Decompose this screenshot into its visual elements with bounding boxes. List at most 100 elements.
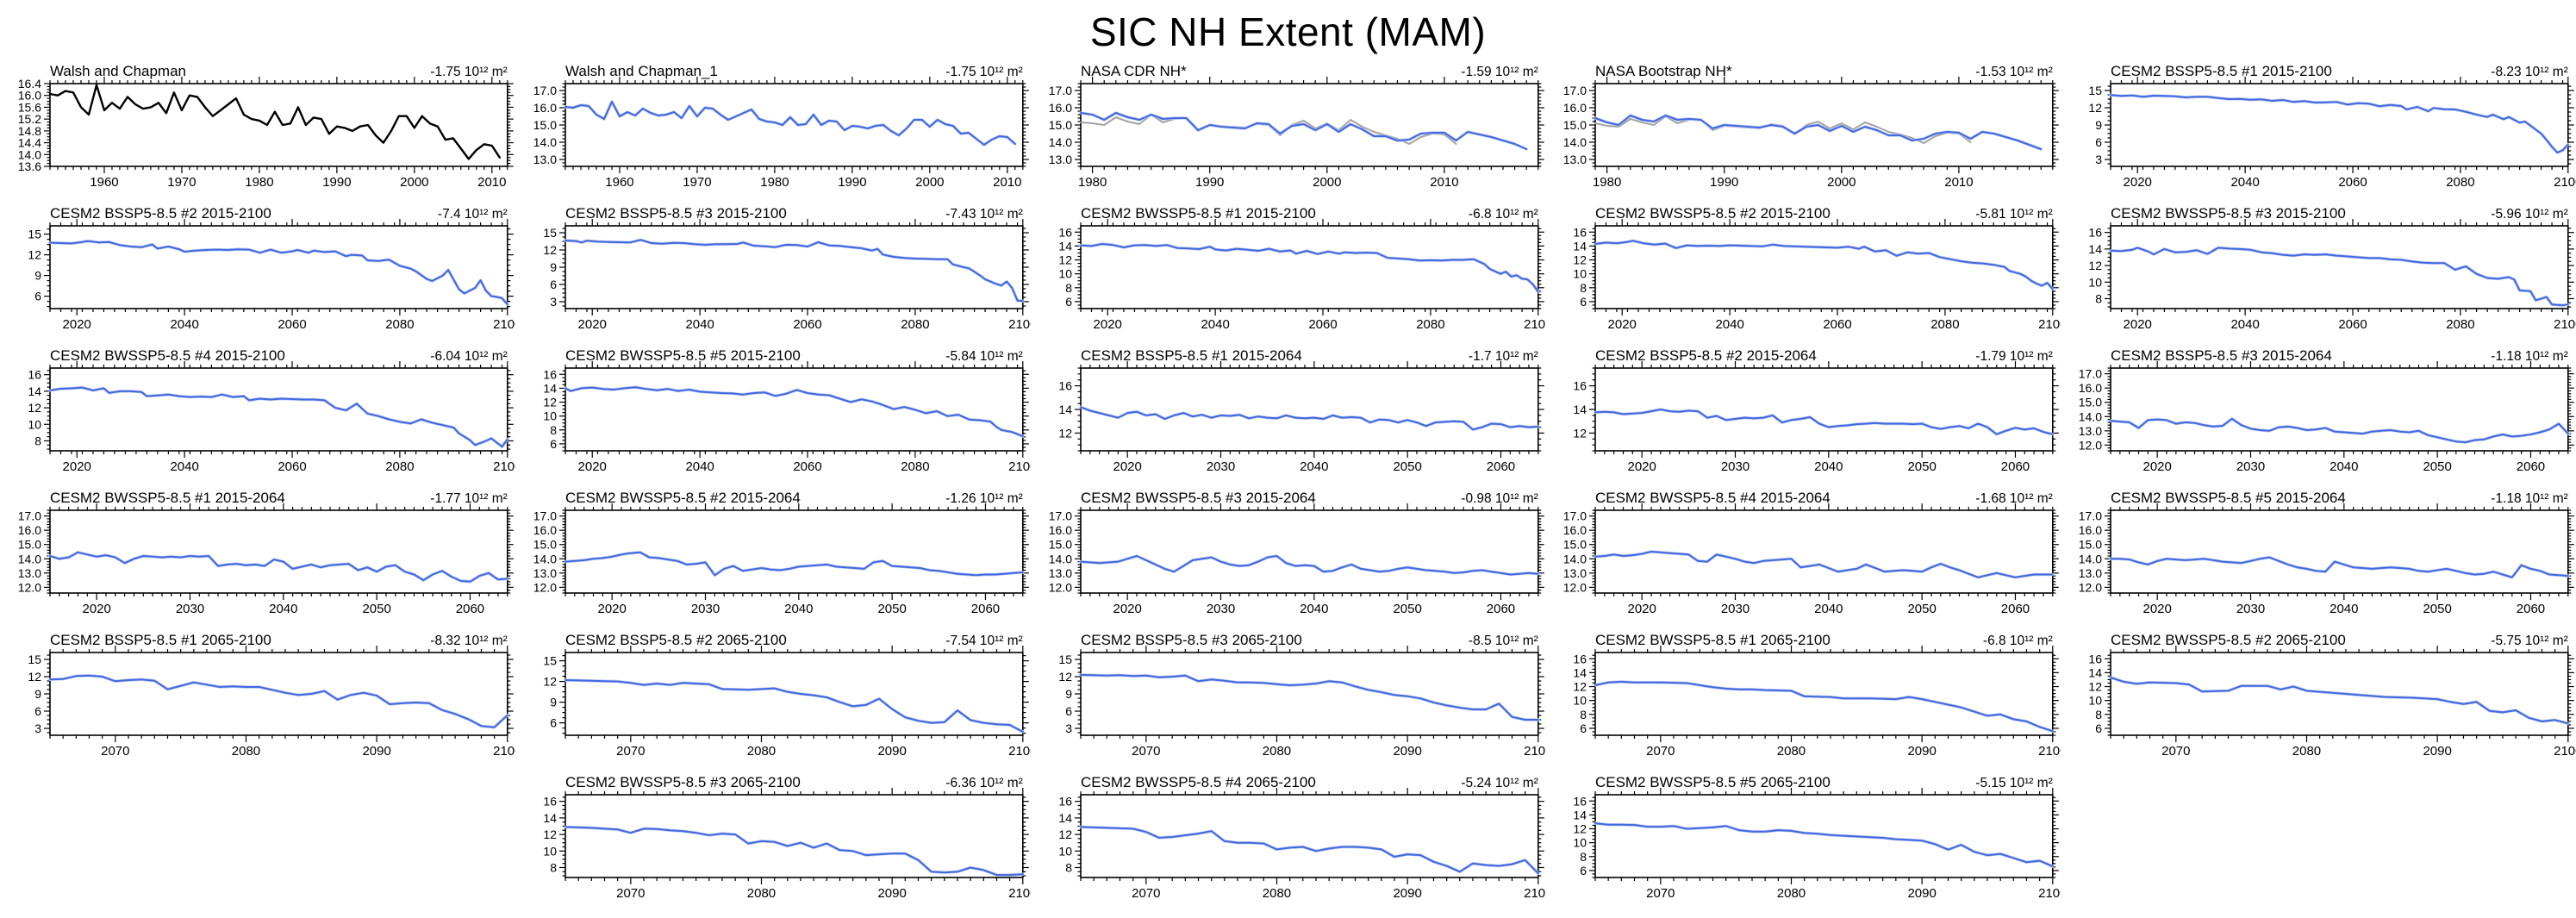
y-axis-tick-label: 13.0 bbox=[1563, 153, 1587, 166]
x-axis-tick-label: 2100 bbox=[2039, 317, 2061, 332]
y-axis-tick-label: 16.0 bbox=[1048, 101, 1071, 115]
x-axis-tick-label: 2080 bbox=[747, 886, 776, 901]
x-axis-tick-label: 2100 bbox=[493, 459, 515, 474]
chart-panel: NASA Bootstrap NH* -1.53 10¹² m² 13.0 14.0 1… bbox=[1545, 60, 2061, 203]
x-axis-tick-label: 2020 bbox=[597, 602, 626, 616]
x-axis-tick-label: 2070 bbox=[616, 744, 645, 759]
y-axis-tick-label: 9 bbox=[550, 260, 557, 274]
y-axis-tick-label: 12 bbox=[1574, 822, 1587, 836]
y-axis-tick-label: 8 bbox=[1581, 850, 1587, 864]
trend-value: -5.75 10¹² m² bbox=[2491, 634, 2568, 648]
y-axis-tick-label: 12.0 bbox=[18, 580, 41, 594]
y-axis-tick-label: 16.4 bbox=[18, 77, 41, 91]
x-axis-tick-label: 2010 bbox=[477, 175, 506, 190]
plot-frame bbox=[2110, 83, 2569, 167]
y-axis-tick-label: 15.0 bbox=[1563, 538, 1587, 552]
x-axis-tick-label: 2080 bbox=[1777, 744, 1806, 759]
y-axis-tick-label: 6 bbox=[550, 437, 557, 451]
trend-value: -1.26 10¹² m² bbox=[945, 491, 1023, 506]
x-axis-tick-label: 2050 bbox=[877, 602, 906, 616]
data-line bbox=[1079, 112, 1527, 150]
y-axis-tick-label: 12.0 bbox=[533, 580, 557, 594]
x-axis-tick-label: 2080 bbox=[1262, 886, 1290, 901]
trend-value: -7.54 10¹² m² bbox=[945, 634, 1023, 648]
trend-value: -1.59 10¹² m² bbox=[1461, 65, 1538, 79]
y-axis-tick-label: 17.0 bbox=[2079, 509, 2102, 523]
y-axis-tick-label: 14.0 bbox=[1563, 552, 1587, 565]
y-axis-tick-label: 16.0 bbox=[1048, 523, 1071, 537]
y-axis-tick-label: 14.0 bbox=[1048, 552, 1071, 565]
chart-panel: CESM2 BWSSP5-8.5 #4 2015-2064 -1.68 10¹² … bbox=[1545, 487, 2061, 629]
chart-canvas: CESM2 BWSSP5-8.5 #4 2015-2064 -1.68 10¹² … bbox=[1563, 490, 2060, 616]
y-axis-tick-label: 14 bbox=[1574, 665, 1587, 679]
trend-value: -8.32 10¹² m² bbox=[430, 634, 508, 648]
y-axis-tick-label: 16.0 bbox=[1563, 101, 1587, 115]
page-title: SIC NH Extent (MAM) bbox=[1089, 9, 1487, 54]
data-line bbox=[564, 239, 1024, 303]
plot-frame bbox=[1079, 794, 1539, 878]
y-axis-tick-label: 14.8 bbox=[18, 124, 41, 138]
y-axis-tick-label: 14.0 bbox=[2079, 409, 2102, 423]
x-axis-tick-label: 2070 bbox=[616, 886, 645, 901]
chart-canvas: CESM2 BWSSP5-8.5 #4 2015-2100 -6.04 10¹² … bbox=[28, 347, 521, 474]
y-axis-tick-label: 16.0 bbox=[533, 523, 557, 537]
x-axis-tick-label: 2100 bbox=[2554, 744, 2576, 759]
x-axis-tick-label: 2020 bbox=[1113, 459, 1141, 474]
data-line bbox=[564, 679, 1024, 733]
y-axis-tick-label: 16.0 bbox=[2079, 381, 2102, 395]
x-axis-tick-label: 2100 bbox=[1008, 317, 1031, 332]
x-axis-tick-label: 2100 bbox=[2039, 886, 2061, 901]
data-line bbox=[48, 386, 508, 448]
y-axis-tick-label: 6 bbox=[2095, 721, 2102, 735]
x-axis-tick-label: 1970 bbox=[683, 175, 711, 190]
x-axis-tick-label: 2030 bbox=[176, 602, 204, 616]
x-axis-tick-label: 2060 bbox=[2517, 602, 2545, 616]
chart-title: CESM2 BWSSP5-8.5 #4 2015-2100 bbox=[50, 347, 285, 364]
chart-title: CESM2 BWSSP5-8.5 #4 2015-2064 bbox=[1595, 490, 1831, 506]
x-axis-tick-label: 2080 bbox=[2292, 744, 2321, 759]
chart-canvas: CESM2 BSSP5-8.5 #1 2015-2064 -1.7 10¹² m²… bbox=[1058, 347, 1544, 474]
plot-frame bbox=[1079, 509, 1539, 594]
y-axis-tick-label: 10 bbox=[2089, 275, 2103, 289]
y-axis-tick-label: 14 bbox=[2089, 665, 2103, 679]
plot-frame bbox=[1594, 794, 2054, 878]
y-axis-tick-label: 10 bbox=[1058, 267, 1072, 281]
y-axis-tick-label: 14.0 bbox=[18, 552, 41, 565]
x-axis-tick-label: 1990 bbox=[1710, 175, 1738, 190]
x-axis-tick-label: 2060 bbox=[2001, 602, 2030, 616]
chart-title: Walsh and Chapman bbox=[50, 63, 186, 79]
trend-value: -1.53 10¹² m² bbox=[1976, 65, 2054, 79]
chart-title: CESM2 BWSSP5-8.5 #3 2065-2100 bbox=[565, 774, 801, 790]
chart-canvas: CESM2 BWSSP5-8.5 #3 2015-2100 -5.96 10¹² … bbox=[2089, 205, 2576, 332]
trend-value: -0.98 10¹² m² bbox=[1461, 491, 1538, 506]
chart-title: Walsh and Chapman_1 bbox=[565, 63, 718, 79]
chart-canvas: CESM2 BWSSP5-8.5 #4 2065-2100 -5.24 10¹² … bbox=[1058, 774, 1552, 901]
x-axis-tick-label: 2060 bbox=[793, 459, 821, 474]
data-line-halo bbox=[48, 674, 509, 729]
y-axis-tick-label: 14 bbox=[1058, 403, 1072, 416]
x-axis-tick-label: 2100 bbox=[493, 744, 515, 759]
plot-frame bbox=[564, 794, 1024, 878]
chart-panel: CESM2 BWSSP5-8.5 #1 2065-2100 -6.8 10¹² m… bbox=[1545, 629, 2068, 771]
x-axis-tick-label: 2010 bbox=[993, 175, 1021, 190]
y-axis-tick-label: 15 bbox=[543, 654, 557, 668]
chart-canvas: CESM2 BWSSP5-8.5 #2 2015-2064 -1.26 10¹² … bbox=[533, 490, 1029, 616]
y-axis-tick-label: 6 bbox=[1065, 295, 1072, 309]
data-line bbox=[48, 674, 508, 728]
y-axis-tick-label: 14 bbox=[1058, 239, 1072, 253]
chart-canvas: CESM2 BSSP5-8.5 #2 2015-2100 -7.4 10¹² m²… bbox=[28, 205, 521, 332]
y-axis-tick-label: 15 bbox=[543, 226, 557, 240]
plot-frame bbox=[1594, 367, 2054, 452]
x-axis-tick-label: 2060 bbox=[2517, 459, 2545, 474]
chart-panel: CESM2 BWSSP5-8.5 #3 2015-2100 -5.96 10¹² … bbox=[2061, 203, 2576, 345]
trend-value: -1.75 10¹² m² bbox=[430, 65, 508, 79]
data-line-halo bbox=[564, 385, 1025, 438]
chart-canvas: CESM2 BWSSP5-8.5 #3 2015-2064 -0.98 10¹² … bbox=[1048, 490, 1544, 616]
y-axis-tick-label: 12 bbox=[543, 827, 557, 841]
data-line-halo bbox=[564, 825, 1025, 877]
plot-frame bbox=[564, 652, 1024, 736]
x-axis-tick-label: 2080 bbox=[901, 459, 929, 474]
y-axis-tick-label: 13.0 bbox=[533, 153, 557, 166]
y-axis-tick-label: 12 bbox=[543, 243, 557, 257]
trend-value: -1.68 10¹² m² bbox=[1976, 491, 2054, 506]
